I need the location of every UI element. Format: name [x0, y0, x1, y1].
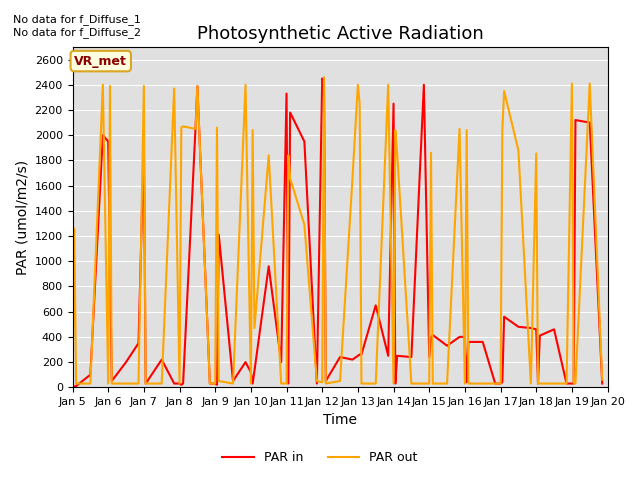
- PAR in: [247, 369, 255, 375]
- PAR out: [426, 381, 433, 386]
- PAR out: [408, 381, 415, 386]
- PAR out: [598, 377, 606, 383]
- PAR in: [179, 381, 187, 386]
- Line: PAR out: PAR out: [72, 77, 602, 385]
- PAR out: [349, 175, 356, 180]
- PAR out: [108, 381, 116, 386]
- PAR in: [318, 75, 326, 81]
- Line: PAR in: PAR in: [72, 78, 602, 387]
- X-axis label: Time: Time: [323, 413, 357, 427]
- PAR out: [68, 382, 76, 388]
- Title: Photosynthetic Active Radiation: Photosynthetic Active Radiation: [196, 24, 483, 43]
- Text: No data for f_Diffuse_1
No data for f_Diffuse_2: No data for f_Diffuse_1 No data for f_Di…: [13, 14, 141, 38]
- PAR out: [497, 381, 504, 386]
- PAR in: [68, 384, 76, 390]
- PAR in: [550, 326, 558, 332]
- Legend: PAR in, PAR out: PAR in, PAR out: [218, 446, 422, 469]
- PAR in: [358, 352, 365, 358]
- PAR out: [247, 381, 255, 386]
- Text: VR_met: VR_met: [74, 55, 127, 68]
- PAR in: [192, 123, 200, 129]
- PAR in: [598, 381, 606, 386]
- PAR in: [372, 302, 380, 308]
- PAR out: [320, 74, 328, 80]
- Y-axis label: PAR (umol/m2/s): PAR (umol/m2/s): [15, 159, 29, 275]
